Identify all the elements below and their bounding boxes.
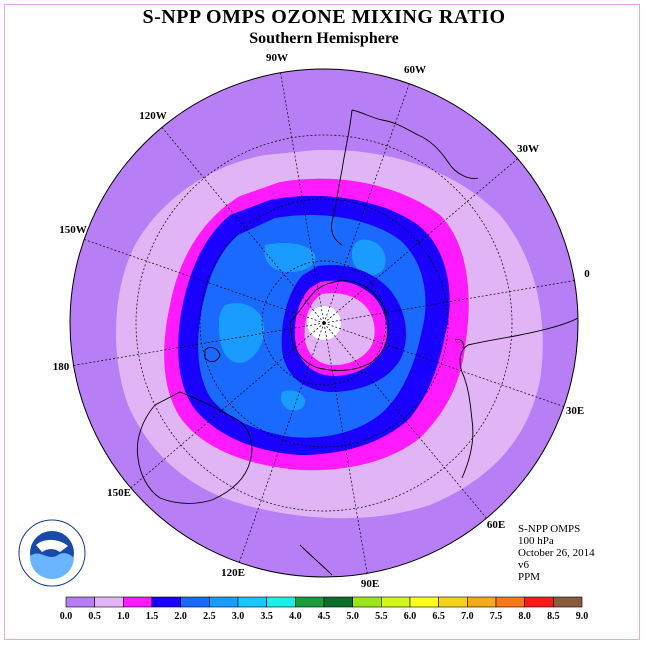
colorbar-swatch — [295, 596, 325, 608]
lon-label-120w: 120W — [139, 110, 167, 122]
lon-label-90w: 90W — [266, 52, 288, 64]
colorbar-tick-label: 0.5 — [88, 611, 101, 622]
lon-label-30w: 30W — [517, 143, 539, 155]
colorbar-tick-label: 5.5 — [375, 611, 388, 622]
colorbar-tick-label: 4.0 — [289, 611, 302, 622]
colorbar-tick-label: 3.5 — [260, 611, 273, 622]
colorbar-tick-label: 0.0 — [60, 611, 73, 622]
colorbar-swatch — [180, 596, 210, 608]
colorbar-swatch — [94, 596, 124, 608]
colorbar: 0.0 0.5 1.0 1.5 2.0 2.5 3.0 3.5 4.0 4.5 5.0 5.5 6.0 6… — [60, 596, 589, 622]
chart-subtitle: Southern Hemisphere — [249, 30, 399, 47]
lon-label-0: 0 — [584, 268, 590, 280]
colorbar-swatch — [65, 596, 95, 608]
colorbar-tick-label: 7.0 — [461, 611, 474, 622]
ozone-field — [70, 69, 578, 577]
coastlines — [136, 109, 579, 576]
colorbar-tick-label: 9.0 — [576, 611, 589, 622]
info-units: PPM — [518, 571, 541, 583]
noaa-logo: NOAA — [18, 519, 86, 587]
lon-label-30e: 30E — [566, 405, 584, 417]
lon-label-120e: 120E — [221, 567, 245, 579]
figure-frame — [4, 4, 640, 640]
colorbar-swatch — [237, 596, 267, 608]
colorbar-swatch — [495, 596, 525, 608]
lon-label-180: 180 — [53, 361, 70, 373]
info-level: 100 hPa — [518, 535, 554, 547]
lon-label-150w: 150W — [59, 224, 87, 236]
lon-label-60e: 60E — [487, 519, 505, 531]
colorbar-swatch — [553, 596, 583, 608]
lon-label-90e: 90E — [361, 578, 379, 590]
colorbar-swatch — [409, 596, 439, 608]
colorbar-tick-label: 4.5 — [318, 611, 331, 622]
colorbar-tick-label: 5.0 — [346, 611, 359, 622]
colorbar-swatch — [123, 596, 153, 608]
info-date: October 26, 2014 — [518, 547, 595, 559]
info-version: v6 — [518, 559, 529, 571]
colorbar-swatch — [467, 596, 497, 608]
colorbar-swatch — [524, 596, 554, 608]
colorbar-tick-label: 6.5 — [432, 611, 445, 622]
colorbar-tick-label: 6.0 — [404, 611, 417, 622]
graticule — [70, 69, 578, 577]
colorbar-swatch — [352, 596, 382, 608]
south-pole-marker — [322, 321, 326, 325]
colorbar-tick-label: 7.5 — [490, 611, 503, 622]
field-2.5-3.0 — [218, 239, 386, 411]
colorbar-swatch — [151, 596, 181, 608]
info-instrument: S-NPP OMPS — [518, 523, 581, 535]
map-boundary — [69, 68, 579, 578]
colorbar-swatch — [266, 596, 296, 608]
colorbar-swatch — [438, 596, 468, 608]
colorbar-swatch — [209, 596, 239, 608]
colorbar-tick-label: 2.5 — [203, 611, 216, 622]
colorbar-tick-label: 8.5 — [547, 611, 560, 622]
colorbar-swatch — [323, 596, 353, 608]
colorbar-tick-label: 3.0 — [232, 611, 245, 622]
colorbar-tick-label: 1.0 — [117, 611, 130, 622]
colorbar-swatch — [381, 596, 411, 608]
colorbar-tick-label: 8.0 — [518, 611, 531, 622]
colorbar-tick-label: 1.5 — [146, 611, 159, 622]
logo-text: NOAA — [40, 542, 64, 551]
colorbar-tick-label: 2.0 — [174, 611, 187, 622]
lon-label-150e: 150E — [107, 487, 131, 499]
longitude-labels: 90W 60W 30W 0 30E 60E 90E 120E 150E 180 … — [53, 52, 591, 590]
lon-label-60w: 60W — [404, 64, 426, 76]
info-block: S-NPP OMPS 100 hPa October 26, 2014 v6 P… — [518, 523, 595, 583]
chart-title: S-NPP OMPS OZONE MIXING RATIO — [142, 6, 506, 28]
